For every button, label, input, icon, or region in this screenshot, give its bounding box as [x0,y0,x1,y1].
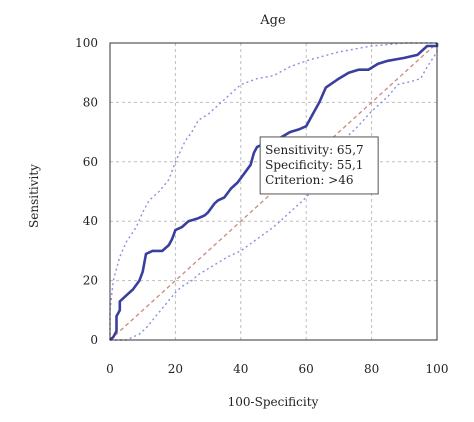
plot-frame [109,42,438,341]
roc-line [109,43,439,341]
annotation-line: Sensitivity: 65,7 [265,143,364,157]
y-tick-label: 0 [90,333,98,347]
y-tick-label: 20 [83,274,98,288]
tick-labels: 0 20 40 60 80 100 0 20 40 60 80 100 [75,36,448,376]
annotation-box [259,136,379,195]
x-tick-label: 0 [106,362,114,376]
x-tick-label: 80 [364,362,379,376]
annotation-line: Criterion: >46 [265,173,353,187]
y-tick-label: 100 [75,36,98,50]
chart-title: Age [259,13,286,28]
x-tick-label: 60 [299,362,314,376]
y-tick-label: 80 [83,95,98,109]
y-tick-label: 60 [83,155,98,169]
ci-upper-line [109,42,437,340]
y-axis-label: Sensitivity [27,164,41,228]
x-axis-label: 100-Specificity [228,395,319,409]
annotation-line: Specificity: 55,1 [265,158,363,172]
x-tick-label: 40 [233,362,248,376]
x-tick-label: 20 [168,362,183,376]
x-tick-label: 100 [426,362,449,376]
y-tick-label: 40 [83,214,98,228]
